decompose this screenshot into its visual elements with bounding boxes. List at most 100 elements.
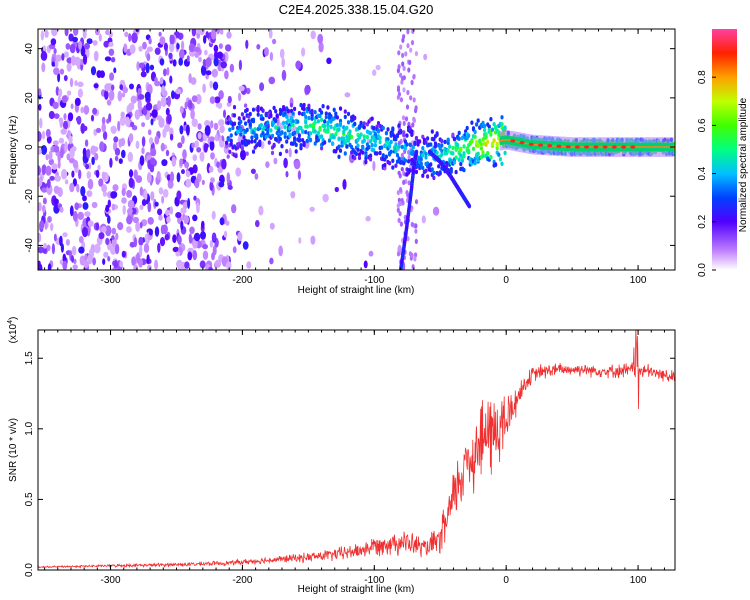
spectrogram-noise-blob — [77, 88, 83, 98]
spectrogram-noise-blob — [46, 135, 52, 144]
spectrogram-noise-blob — [67, 112, 74, 122]
spectrogram-ridge-mark — [269, 128, 273, 133]
spectrogram-ridge-mark — [429, 142, 433, 147]
spectrogram-noise-blob — [40, 145, 48, 155]
spectrogram-noise-blob — [396, 207, 400, 213]
spectrogram-noise-blob — [208, 166, 214, 173]
spectrogram-ridge-mark — [346, 120, 351, 125]
spectrogram-noise-blob — [202, 244, 209, 250]
spectrogram-noise-blob — [63, 51, 69, 58]
spectrogram-ridge-mark — [430, 129, 434, 134]
spectrogram-ridge-mark — [498, 157, 502, 162]
spectrogram-ridge-mark — [435, 131, 439, 136]
spectrogram-noise-blob — [147, 201, 152, 213]
spectrogram-ridge-mark — [413, 140, 417, 145]
spectrogram-ridge-mark — [225, 144, 229, 149]
spectrogram-noise-blob — [53, 185, 60, 194]
spectrogram-noise-blob — [47, 216, 52, 223]
spectrogram-ridge-mark — [386, 127, 390, 132]
spectrogram-noise-blob — [113, 67, 117, 74]
spectrogram-ridge-mark — [394, 163, 398, 168]
spectrogram-noise-blob — [92, 107, 98, 115]
spectrogram-noise-blob — [70, 55, 76, 66]
spectrogram-noise-blob — [200, 65, 207, 76]
spectrogram-ridge-mark — [490, 127, 495, 132]
spectrogram-ridge-mark — [383, 166, 387, 171]
spectrogram-noise-blob — [69, 77, 74, 88]
spectrogram-ridge-mark — [367, 145, 371, 150]
spectrogram-noise-blob — [59, 235, 63, 247]
spectrogram-noise-blob — [76, 183, 80, 193]
spectrogram-noise-blob — [187, 197, 191, 209]
spectrogram-noise-blob — [146, 254, 150, 264]
spectrogram-ridge-mark — [310, 116, 314, 121]
spectrogram-noise-blob — [402, 179, 406, 185]
colorbar — [712, 29, 737, 270]
spectrogram-ridge-mark — [410, 132, 414, 137]
spectrogram-noise-blob — [53, 233, 57, 242]
spectrogram-noise-blob — [93, 83, 99, 89]
spectrogram-peak-mark — [519, 141, 525, 145]
spectrogram-ridge-mark — [495, 142, 499, 148]
spectrogram-noise-blob — [172, 234, 177, 244]
spectrogram-noise-blob — [50, 222, 54, 232]
spectrogram-ridge-mark — [291, 122, 295, 128]
spectrogram-noise-blob — [214, 259, 222, 268]
spectrogram-noise-blob — [397, 217, 401, 223]
spectrogram-ridge-mark — [320, 134, 324, 139]
spectrogram-noise-blob — [406, 89, 410, 96]
spectrogram-noise-blob — [94, 243, 101, 254]
spectrogram-noise-blob — [78, 236, 84, 244]
spectrogram-ridge-mark — [232, 121, 237, 126]
spectrogram-noise-blob — [53, 48, 57, 55]
spectrogram-noise-blob — [141, 147, 145, 155]
spectrogram-noise-blob — [109, 89, 115, 101]
spectrogram-noise-blob — [154, 47, 161, 55]
spectrogram-ridge-mark — [362, 138, 366, 143]
spectrogram-ridge-mark — [432, 175, 436, 181]
spectrogram-noise-blob — [146, 53, 151, 62]
spectrogram-ridge-mark — [229, 141, 233, 147]
spectrogram-noise-blob — [216, 29, 220, 35]
spectrogram-noise-blob — [82, 29, 87, 39]
spectrogram-noise-blob — [117, 120, 121, 132]
spectrogram-ridge-mark — [457, 136, 461, 141]
spectrogram-noise-blob — [112, 184, 119, 192]
spectrogram-noise-blob — [177, 142, 183, 149]
spectrogram-noise-blob — [235, 167, 242, 177]
spectrogram-noise-blob — [38, 165, 41, 176]
spectrogram-ridge-mark — [289, 115, 294, 121]
spectrogram-noise-blob — [136, 252, 140, 264]
spectrogram-ridge-mark — [305, 124, 309, 129]
spectrogram-ridge-mark — [462, 167, 466, 173]
spectrogram-noise-blob — [414, 199, 419, 205]
spectrogram-noise-blob — [213, 44, 219, 53]
spectrogram-noise-blob — [281, 57, 286, 68]
spectrogram-ridge-mark — [452, 160, 457, 165]
spectrogram-noise-blob — [40, 30, 45, 41]
spectrogram-ridge-mark — [440, 138, 444, 144]
spectrogram-noise-blob — [147, 217, 154, 225]
spectrogram-noise-blob — [179, 158, 184, 167]
spectrogram-noise-blob — [194, 140, 200, 149]
spectrogram-noise-blob — [237, 231, 243, 242]
spectrogram-ridge-mark — [338, 121, 343, 127]
snr-ticks: -300 -200 -100 0 100 0.0 0.5 1.0 1.5 — [24, 330, 675, 586]
spectrogram-noise-blob — [399, 97, 403, 103]
spectrogram-noise-blob — [204, 120, 211, 127]
spectrogram-noise-blob — [204, 49, 208, 56]
spectrogram-noise-blob — [192, 250, 198, 261]
spectrogram-noise-blob — [171, 90, 175, 100]
spectrogram-noise-blob — [203, 35, 207, 44]
spectrogram-noise-blob — [214, 96, 221, 104]
spectrogram-noise-blob — [69, 205, 74, 217]
spectrogram-noise-blob — [97, 164, 101, 171]
spectrogram-noise-blob — [64, 29, 69, 37]
spectrogram-noise-blob — [193, 195, 197, 201]
spectrogram-noise-blob — [250, 168, 256, 174]
spectrogram-noise-blob — [396, 68, 400, 74]
spectrogram-ridge-mark — [457, 157, 461, 162]
spectrogram-ridge-mark — [443, 139, 447, 145]
spectrogram-noise-blob — [396, 190, 400, 196]
spectrogram-ridge-mark — [289, 103, 294, 108]
